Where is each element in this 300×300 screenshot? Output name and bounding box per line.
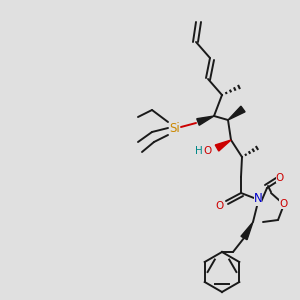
Polygon shape — [197, 116, 214, 125]
Text: N: N — [254, 193, 262, 206]
Polygon shape — [241, 222, 253, 240]
Text: H: H — [195, 146, 203, 156]
Text: O: O — [204, 146, 212, 156]
Text: O: O — [276, 173, 284, 183]
Polygon shape — [215, 140, 231, 151]
Text: O: O — [279, 199, 287, 209]
Text: Si: Si — [169, 122, 180, 134]
Text: O: O — [216, 201, 224, 211]
Polygon shape — [228, 106, 245, 120]
